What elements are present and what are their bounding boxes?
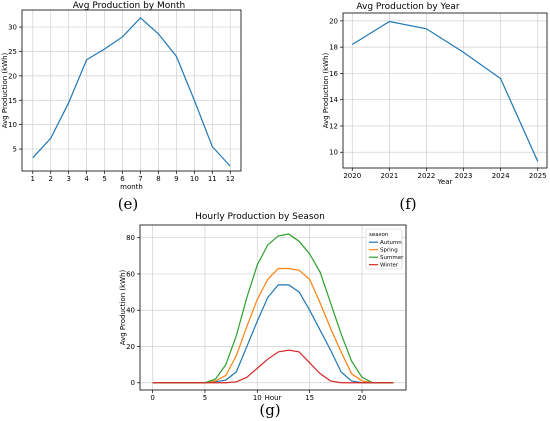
series-line-spring bbox=[152, 267, 394, 384]
legend-entry: Summer bbox=[380, 255, 404, 261]
x-tick-label: 2024 bbox=[492, 172, 510, 180]
y-tick-label: 80 bbox=[126, 234, 135, 242]
chart-title: Avg Production by Month bbox=[73, 1, 185, 11]
series-line-summer bbox=[152, 233, 394, 384]
x-tick-label: 3 bbox=[66, 175, 70, 183]
x-tick-label: 2025 bbox=[529, 172, 547, 180]
plot-frame bbox=[342, 12, 548, 169]
y-tick-label: 20 bbox=[126, 343, 135, 351]
x-tick-label: 7 bbox=[138, 175, 142, 183]
chart-f: 2020 2021 2022 2023 2024 2025 10 12 14 16 18 20 Avg … bbox=[322, 2, 548, 213]
y-tick-label: 30 bbox=[8, 24, 17, 32]
figure-caption: (g) bbox=[259, 401, 280, 419]
y-tick-label: 0 bbox=[131, 379, 135, 387]
x-tick-label: 2 bbox=[48, 175, 52, 183]
x-tick-label: 2023 bbox=[455, 172, 473, 180]
y-tick-label: 20 bbox=[329, 17, 338, 25]
x-tick-label: 15 bbox=[305, 394, 314, 402]
y-axis-label: Avg Production (kWh) bbox=[322, 52, 330, 128]
legend-title: season bbox=[369, 232, 389, 238]
plot-frame bbox=[139, 224, 407, 391]
legend-entry: Spring bbox=[380, 248, 398, 254]
y-tick-label: 5 bbox=[13, 146, 17, 154]
x-axis-label: Hour bbox=[265, 394, 282, 402]
series-line-autumn bbox=[152, 284, 394, 384]
y-tick-label: 25 bbox=[8, 48, 17, 56]
y-tick-label: 18 bbox=[329, 44, 338, 52]
series-line bbox=[351, 20, 539, 162]
figure-caption: (e) bbox=[118, 195, 139, 213]
x-tick-label: 6 bbox=[120, 175, 125, 183]
x-tick-label: 2022 bbox=[418, 172, 436, 180]
x-tick-label: 9 bbox=[174, 175, 178, 183]
y-tick-label: 10 bbox=[8, 121, 17, 129]
x-tick-label: 10 bbox=[190, 175, 199, 183]
x-tick-label: 8 bbox=[156, 175, 160, 183]
y-tick-label: 20 bbox=[8, 72, 17, 80]
legend-entry: Autumn bbox=[380, 240, 402, 246]
figure-caption: (f) bbox=[399, 195, 416, 213]
x-axis-label: Year bbox=[437, 178, 453, 186]
y-tick-label: 12 bbox=[329, 122, 338, 130]
series-line bbox=[32, 16, 231, 167]
legend-entry: Winter bbox=[380, 263, 399, 269]
x-tick-label: 1 bbox=[31, 175, 35, 183]
x-tick-label: 12 bbox=[226, 175, 235, 183]
y-tick-label: 10 bbox=[329, 149, 338, 157]
x-tick-label: 11 bbox=[208, 175, 217, 183]
y-tick-label: 40 bbox=[126, 307, 135, 315]
y-axis-label: Avg Production (kWh) bbox=[1, 52, 9, 128]
chart-g: 0 5 10 15 20 0 20 40 60 80 Hourly Production by Se… bbox=[119, 212, 407, 419]
x-axis-label: month bbox=[120, 183, 143, 191]
x-tick-label: 4 bbox=[84, 175, 89, 183]
chart-title: Avg Production by Year bbox=[356, 2, 460, 12]
y-tick-label: 60 bbox=[126, 270, 135, 278]
x-tick-label: 10 bbox=[253, 394, 262, 402]
x-tick-label: 2021 bbox=[380, 172, 398, 180]
x-tick-label: 5 bbox=[203, 394, 207, 402]
x-tick-label: 2020 bbox=[343, 172, 361, 180]
y-axis-label: Avg Production (kWh) bbox=[119, 269, 127, 345]
chart-title: Hourly Production by Season bbox=[195, 212, 325, 222]
x-tick-label: 0 bbox=[150, 394, 154, 402]
y-tick-label: 14 bbox=[329, 96, 338, 104]
x-tick-label: 5 bbox=[102, 175, 106, 183]
series-line-winter bbox=[152, 349, 394, 384]
y-tick-label: 16 bbox=[329, 70, 338, 78]
plot-frame bbox=[21, 9, 242, 172]
y-tick-label: 15 bbox=[8, 97, 17, 105]
x-tick-label: 20 bbox=[358, 394, 367, 402]
legend-box bbox=[365, 228, 403, 270]
